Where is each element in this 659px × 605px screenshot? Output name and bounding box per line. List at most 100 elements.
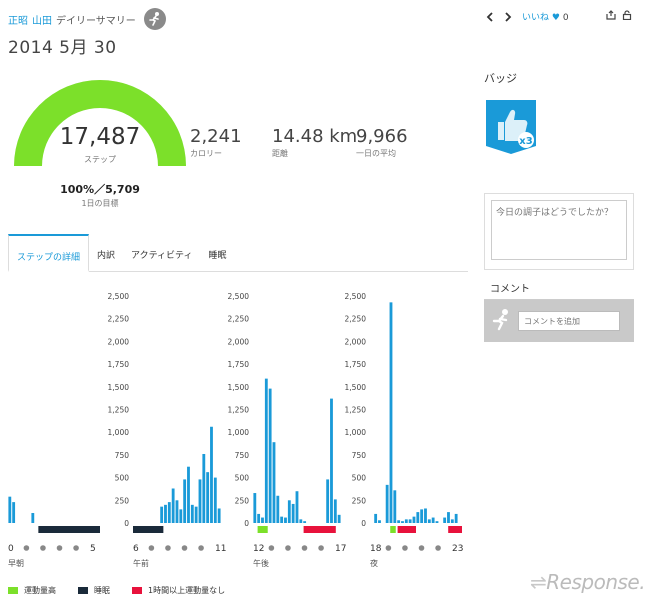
bar [447,512,450,523]
bar [276,495,280,523]
y-tick-label: 2,000 [108,337,130,346]
x-tick-label-start: 18 [370,544,382,554]
tab-breakdown[interactable]: 内訳 [97,251,116,261]
hour-dot [301,545,308,551]
bar [179,509,183,523]
bar [164,504,167,523]
bar [303,521,307,523]
steps-chart: 0 5 早朝 0 250 500 750 1,000 1,250 1,500 1,750 2,000 2… [8,292,463,568]
bar [261,517,264,523]
bar [268,388,272,523]
tab-step-details[interactable]: ステップの詳細 [8,234,90,272]
legend-item-active: 運動量高 [8,585,56,596]
comment-input[interactable] [518,311,620,331]
goal-label: 1日の目標 [81,199,119,208]
stat-daily-average: 9,966 一日の平均 [356,126,408,159]
chevron-left-icon[interactable] [486,11,494,22]
status-segment-inactive [397,526,416,533]
bar [397,520,401,523]
tab-activity[interactable]: アクティビティ [131,251,193,261]
bar [374,513,378,523]
chevron-right-icon[interactable] [504,11,512,22]
x-tick-label-end: 11 [215,544,226,554]
comments-title: コメント [484,272,634,300]
comment-area [484,300,634,342]
lock-icon[interactable] [622,10,632,20]
share-icon[interactable] [606,10,616,20]
bar [404,519,408,523]
bar [424,508,427,523]
chart-legend: 運動量高 睡眠 1時間以上運動量なし [8,585,225,596]
y-tick-label: 1,500 [108,383,130,392]
bar [12,502,16,523]
hour-dot [73,545,79,551]
status-segment-sleep [133,526,164,533]
bar [443,517,447,523]
y-tick-label: 250 [115,496,130,505]
like-label: いいね [522,13,550,23]
bar [213,477,217,523]
mood-input[interactable] [491,200,627,260]
badge-count: x3 [519,136,532,147]
y-tick-label: 1,500 [228,383,250,392]
gauge-fill [14,80,186,166]
user-first-name[interactable]: 正昭 [8,15,28,27]
bar [408,519,412,523]
bar [190,504,194,523]
bar [330,398,333,523]
y-tick-label: 2,250 [228,315,250,324]
hour-dot [435,545,441,551]
like-button[interactable]: いいね ♥ 0 [522,10,569,23]
y-tick-label: 0 [244,519,249,528]
hour-dot [285,545,291,551]
hour-dot [56,545,63,551]
bar [333,499,337,523]
badge-thumbs-up[interactable]: x3 [484,98,538,156]
bar [416,512,420,523]
y-tick-label: 2,500 [345,292,367,301]
y-tick-label: 250 [352,496,367,505]
legend-item-sleep: 睡眠 [78,585,110,596]
x-tick-label-end: 17 [335,544,346,554]
arrow-icon: ⇌ [530,570,547,594]
page-header: 正昭 山田 デイリーサマリー 2014 5月 30 [8,8,166,58]
bar [280,516,284,523]
panel-name: 午後 [253,558,269,568]
hour-dot [418,545,425,551]
steps-value: 17,487 [59,124,141,150]
user-last-name[interactable]: 山田 [32,15,52,27]
share-controls [606,10,632,20]
stat-value: 2,241 [190,126,242,147]
panel-name: 早朝 [8,559,24,568]
hour-dot [148,545,155,551]
bar [272,442,276,523]
y-tick-label: 2,500 [228,292,250,301]
watermark-logo: ⇌Response. [530,570,646,594]
like-count: 0 [562,13,569,23]
status-segment-sleep [38,526,100,533]
bar [337,514,341,523]
x-tick-label-end: 5 [90,544,96,554]
hour-dot [40,545,46,551]
y-tick-label: 500 [115,474,130,483]
user-line: 正昭 山田 デイリーサマリー [8,8,166,30]
bar [160,506,164,523]
bar [171,488,175,523]
stat-label: 距離 [272,149,288,158]
bar [389,302,393,523]
bar [257,513,261,523]
bar [295,491,299,523]
bar [284,517,287,523]
avatar[interactable] [143,8,166,30]
bar [8,496,12,523]
bar [167,502,171,523]
goal-progress: 100%／5,709 [60,183,140,196]
y-tick-label: 1,000 [345,428,367,437]
bar [299,519,303,523]
legend-label: 睡眠 [94,586,110,595]
bar [435,521,439,523]
hour-dot [165,545,171,551]
tab-sleep[interactable]: 睡眠 [208,251,227,261]
bar [198,479,202,523]
y-tick-label: 2,000 [228,337,250,346]
